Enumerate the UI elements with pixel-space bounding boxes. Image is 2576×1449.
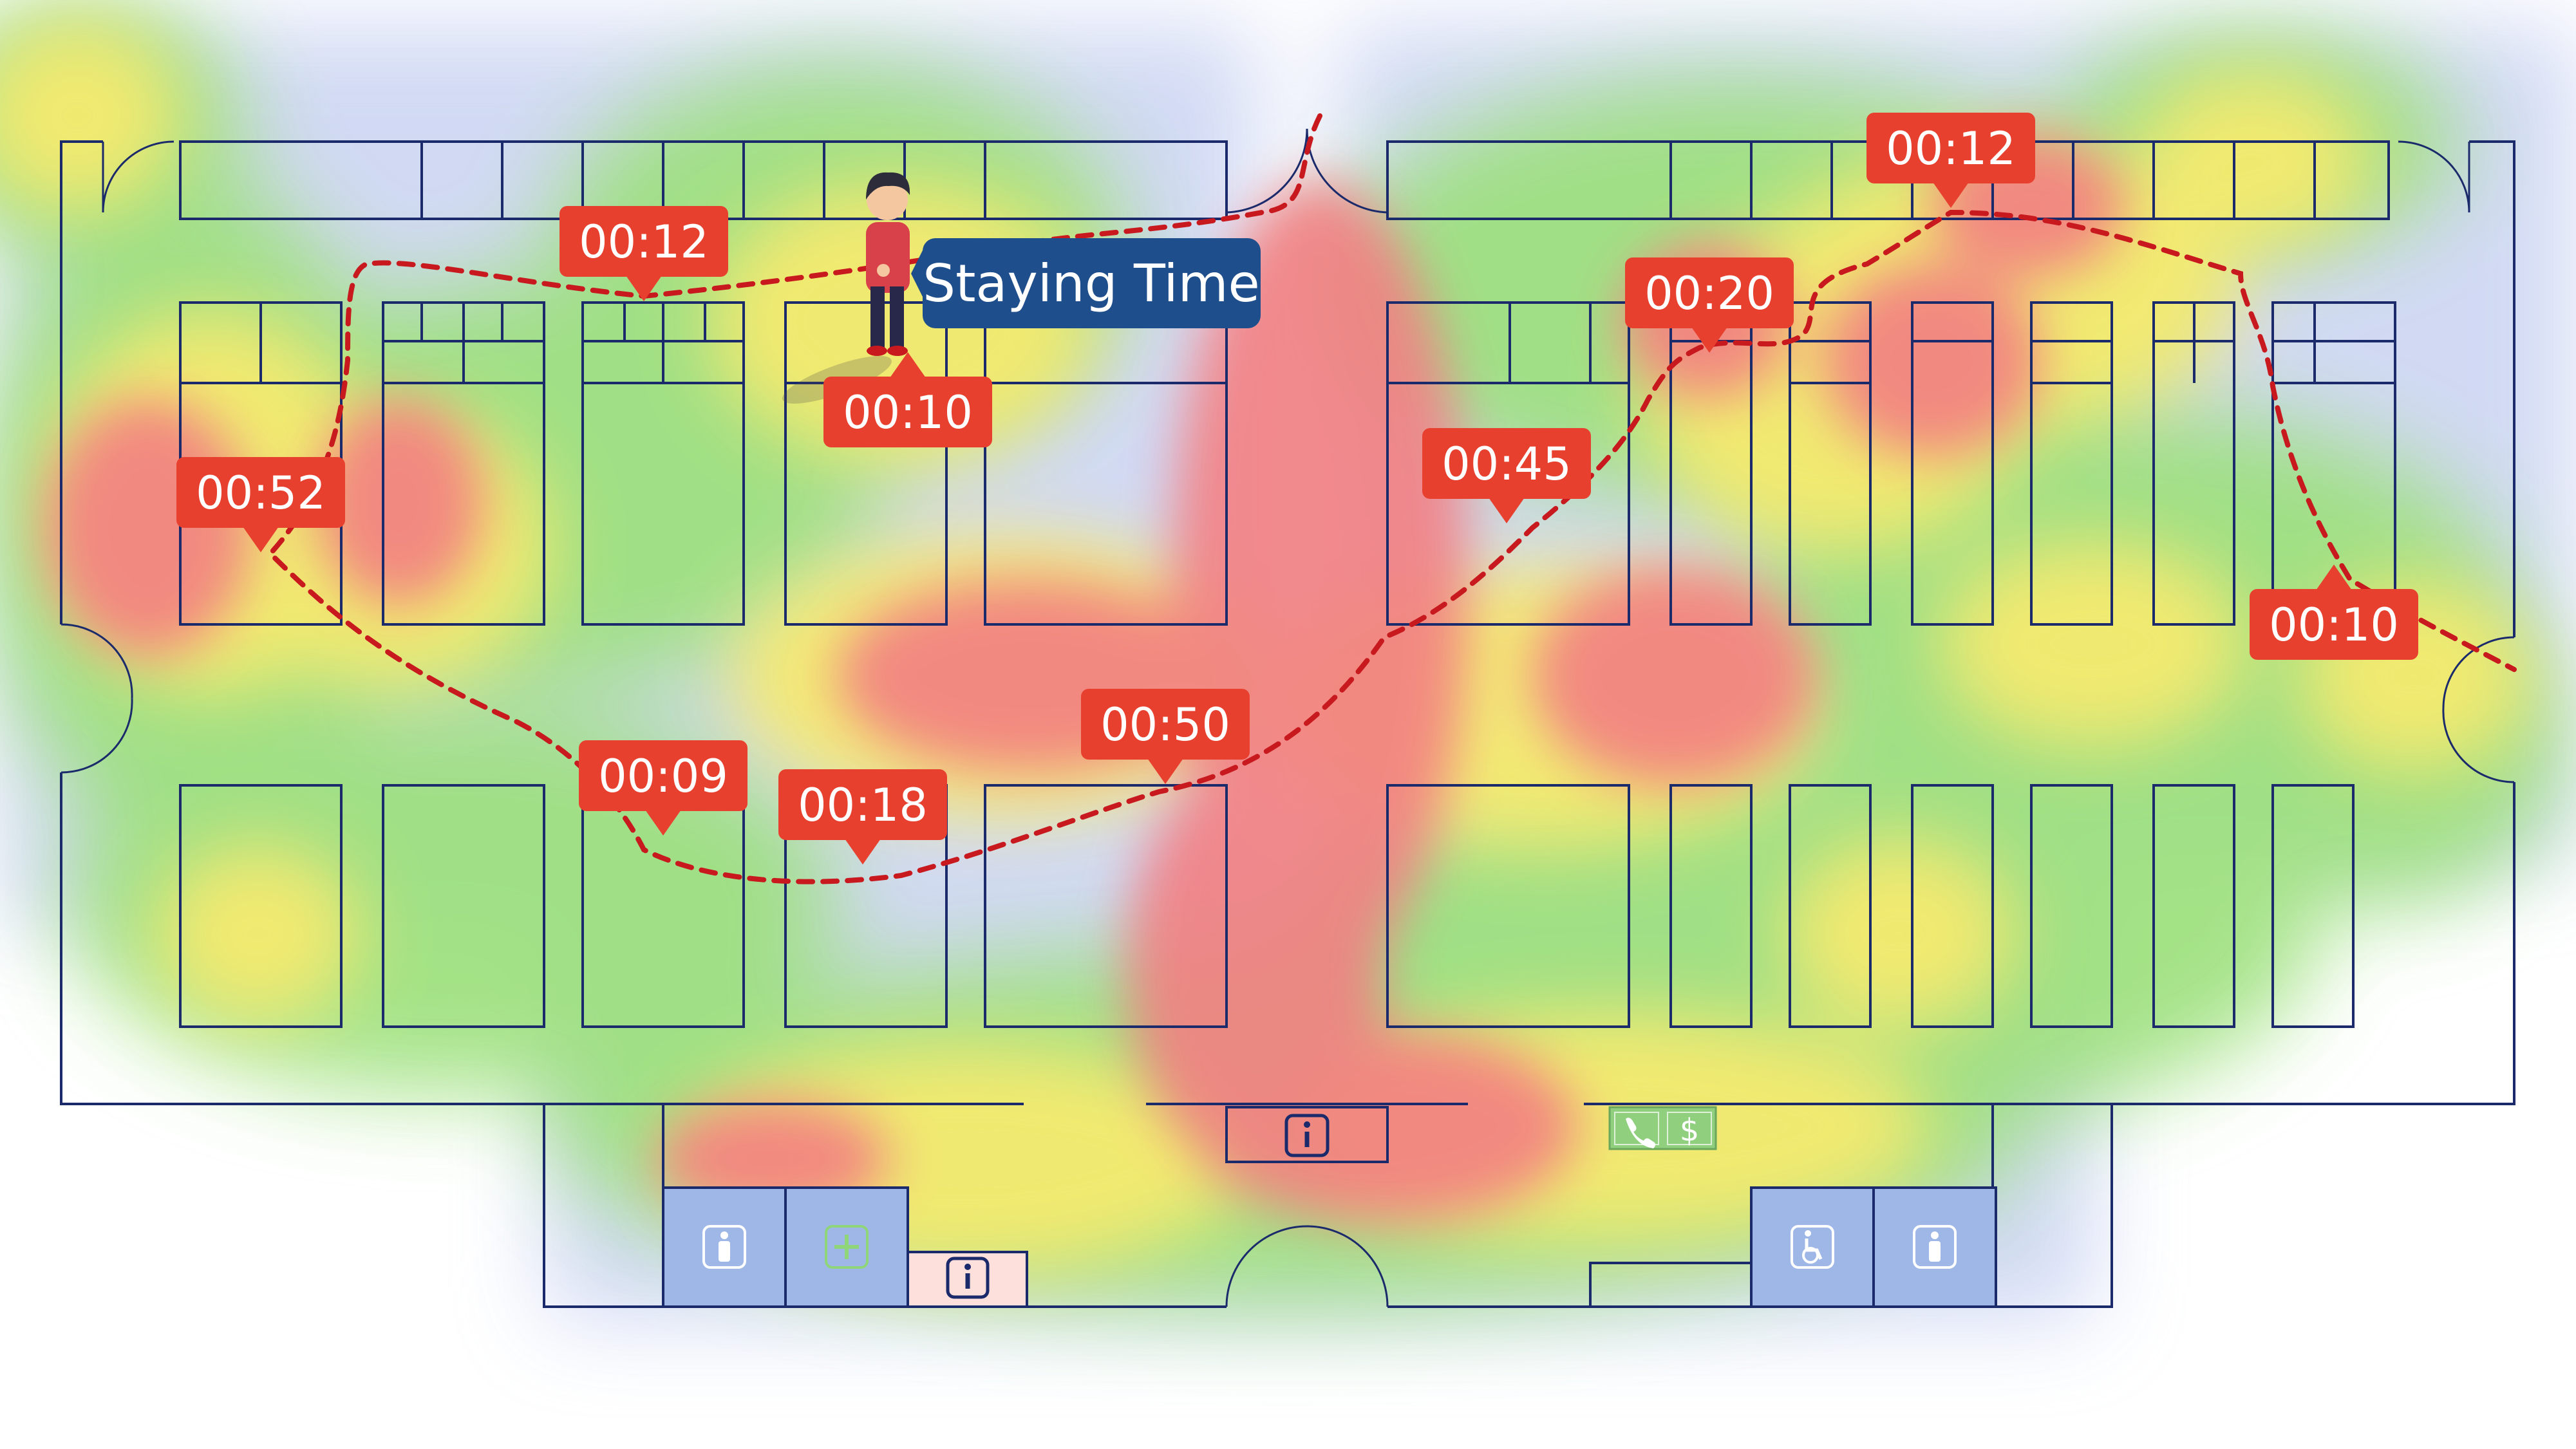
info-icon: [946, 1257, 990, 1299]
time-tag-pointer: [626, 276, 662, 301]
time-tag: 00:18: [778, 769, 947, 865]
time-tag: 00:20: [1625, 257, 1794, 353]
time-tag: 00:52: [176, 457, 345, 552]
time-tag-label: 00:45: [1442, 438, 1572, 491]
first-aid-icon: [825, 1225, 869, 1269]
time-tag-box: [176, 457, 345, 528]
time-tag-box: [1866, 113, 2035, 183]
time-tag-label: 00:12: [579, 216, 709, 268]
time-tag-label: 00:20: [1644, 267, 1774, 320]
time-tag-box: [1625, 257, 1794, 328]
time-tag-label: 00:50: [1100, 698, 1230, 751]
time-tag: 00:10: [823, 352, 992, 447]
time-tag-pointer: [1691, 327, 1727, 353]
time-tag-box: [778, 769, 947, 840]
time-tag-pointer: [1147, 758, 1183, 784]
time-tag: 00:10: [2250, 565, 2418, 660]
time-tag-pointer: [1933, 182, 1969, 208]
person-icon: [702, 1225, 746, 1269]
dollar-icon: $: [1667, 1112, 1712, 1148]
time-tag: 00:45: [1422, 428, 1591, 523]
time-tag-box: [1081, 689, 1250, 760]
icons-group: $: [702, 1112, 1957, 1299]
restroom-room-2: [1872, 1186, 1997, 1308]
time-tag-box: [2250, 589, 2418, 660]
time-tag: 00:50: [1081, 689, 1250, 784]
time-tag: 00:12: [1866, 113, 2035, 208]
time-tag-label: 00:12: [1886, 122, 2016, 175]
time-tag-pointer: [845, 839, 881, 865]
wheelchair-icon: [1791, 1225, 1834, 1269]
time-tag-label: 00:09: [598, 750, 728, 803]
floor-plan-outline: [60, 128, 2515, 1308]
heatmap-layer: [0, 0, 2576, 1320]
time-tag-box: [559, 206, 728, 277]
time-tag-box: [823, 377, 992, 447]
time-tag-pointer: [2316, 565, 2352, 590]
time-tag-label: 00:10: [2269, 599, 2399, 651]
svg-text:$: $: [1680, 1112, 1700, 1148]
time-tag-pointer: [890, 352, 926, 378]
staying-time-badge: Staying Time: [911, 238, 1261, 328]
time-tag-box: [579, 740, 747, 811]
time-tags-group: 00:12 00:10 00:52 00:09 00:18 00:50 00:45 00:20…: [176, 113, 2418, 865]
shopper-figure: [782, 172, 910, 404]
time-tag-label: 00:10: [843, 386, 973, 439]
time-tag-box: [1422, 428, 1591, 499]
time-tag: 00:12: [559, 206, 728, 301]
phone-icon: [1614, 1112, 1659, 1148]
info-icon: [1284, 1114, 1330, 1157]
service-kiosk: [1608, 1106, 1717, 1150]
time-tag-pointer: [645, 810, 681, 836]
time-tag-pointer: [243, 527, 279, 552]
person-icon: [1913, 1225, 1957, 1269]
time-tag: 00:09: [579, 740, 747, 836]
time-tag-label: 00:18: [798, 779, 928, 832]
time-tag-pointer: [1489, 498, 1525, 523]
staying-time-title: Staying Time: [923, 254, 1259, 313]
time-tag-label: 00:52: [196, 467, 326, 519]
customer-route-path: [267, 113, 2517, 884]
